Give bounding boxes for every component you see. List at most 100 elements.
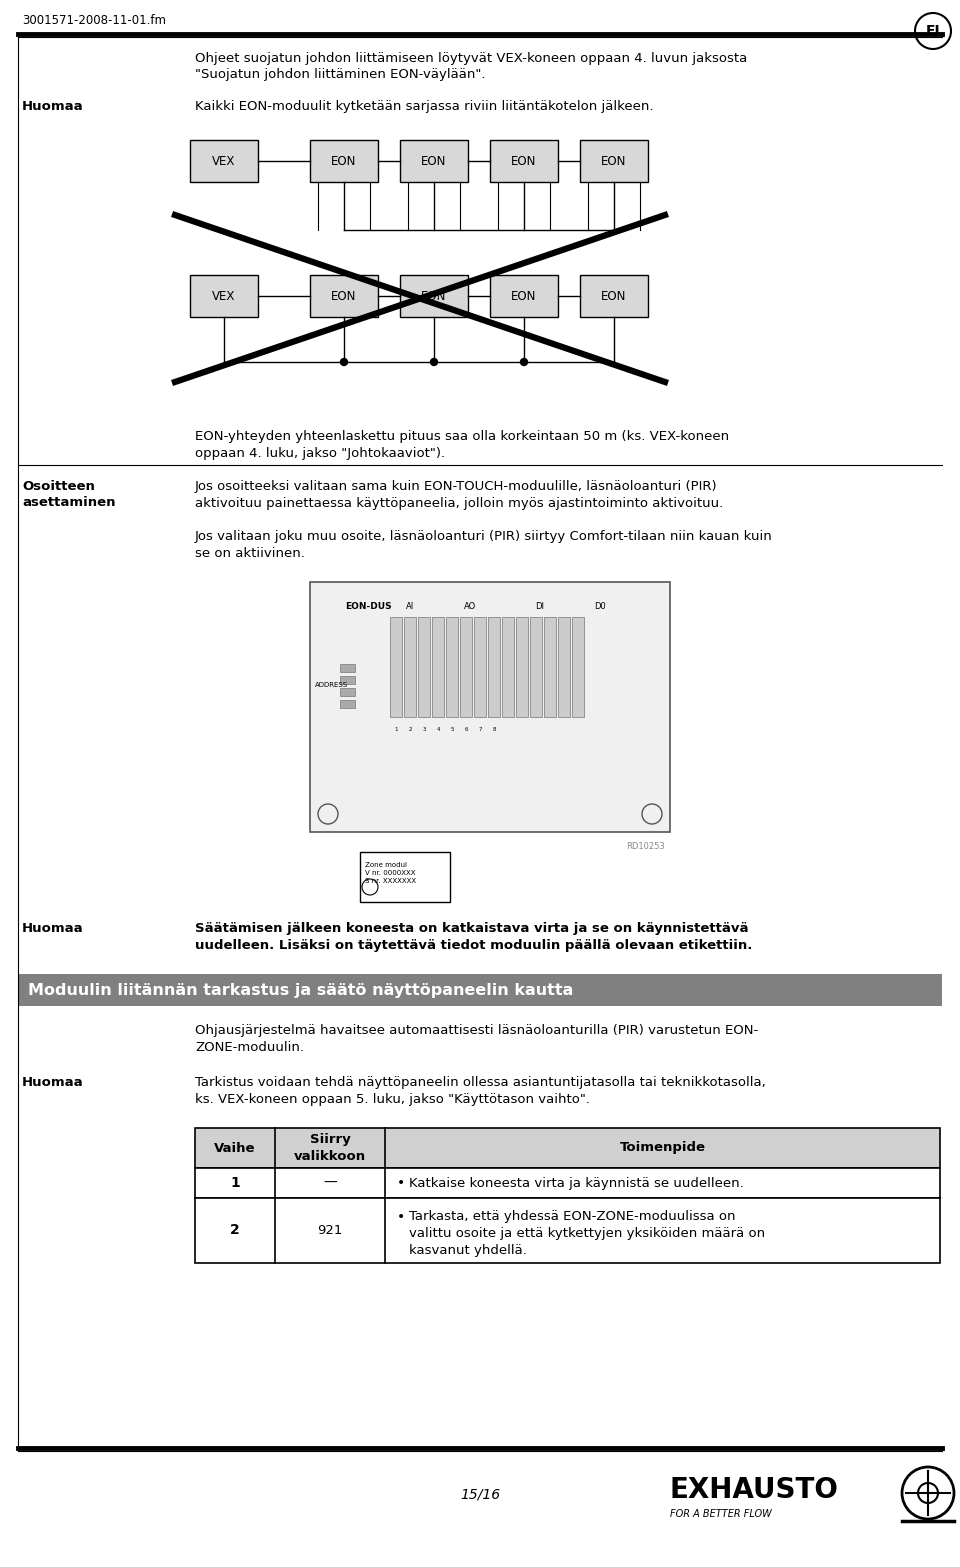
Text: Katkaise koneesta virta ja käynnistä se uudelleen.: Katkaise koneesta virta ja käynnistä se …	[409, 1177, 744, 1189]
Text: Huomaa: Huomaa	[22, 921, 84, 935]
Bar	[432, 617, 444, 718]
Bar	[340, 688, 355, 696]
Circle shape	[341, 359, 348, 365]
Text: Kaikki EON-moduulit kytketään sarjassa riviin liitäntäkotelon jälkeen.: Kaikki EON-moduulit kytketään sarjassa r…	[195, 100, 654, 113]
Text: 7: 7	[478, 727, 482, 732]
Text: Huomaa: Huomaa	[22, 100, 84, 113]
Text: EON: EON	[331, 155, 357, 168]
Text: Osoitteen: Osoitteen	[22, 480, 95, 494]
Bar	[544, 617, 556, 718]
Circle shape	[520, 359, 527, 365]
Text: oppaan 4. luku, jakso "Johtokaaviot").: oppaan 4. luku, jakso "Johtokaaviot").	[195, 447, 445, 461]
Text: DI: DI	[536, 602, 544, 611]
Text: ZONE-moduulin.: ZONE-moduulin.	[195, 1040, 304, 1055]
Text: aktivoituu painettaessa käyttöpaneelia, jolloin myös ajastintoiminto aktivoituu.: aktivoituu painettaessa käyttöpaneelia, …	[195, 497, 723, 509]
Text: 15/16: 15/16	[460, 1489, 500, 1503]
Text: ADDRESS: ADDRESS	[315, 682, 348, 688]
Text: Toimenpide: Toimenpide	[619, 1141, 706, 1155]
Text: EON: EON	[421, 290, 446, 302]
Bar	[446, 617, 458, 718]
Circle shape	[430, 359, 438, 365]
Text: EON: EON	[331, 290, 357, 302]
Bar	[474, 617, 486, 718]
Text: Jos osoitteeksi valitaan sama kuin EON-TOUCH-moduulille, läsnäoloanturi (PIR): Jos osoitteeksi valitaan sama kuin EON-T…	[195, 480, 718, 494]
Text: VEX: VEX	[212, 290, 236, 302]
Text: kasvanut yhdellä.: kasvanut yhdellä.	[409, 1244, 527, 1257]
Bar	[558, 617, 570, 718]
Text: 4: 4	[436, 727, 440, 732]
Text: asettaminen: asettaminen	[22, 497, 115, 509]
Bar	[340, 675, 355, 685]
Text: EON: EON	[601, 155, 627, 168]
Text: EXHAUSTO: EXHAUSTO	[670, 1476, 839, 1504]
Bar	[580, 139, 648, 182]
Bar	[460, 617, 472, 718]
Text: se on aktiivinen.: se on aktiivinen.	[195, 547, 305, 559]
Bar	[580, 274, 648, 317]
Text: •: •	[397, 1175, 405, 1189]
Text: FOR A BETTER FLOW: FOR A BETTER FLOW	[670, 1509, 772, 1518]
Text: VEX: VEX	[212, 155, 236, 168]
Text: AI: AI	[406, 602, 414, 611]
Text: 3: 3	[422, 727, 425, 732]
Text: EON: EON	[421, 155, 446, 168]
Text: EON: EON	[512, 290, 537, 302]
Bar	[490, 139, 558, 182]
Bar	[360, 852, 450, 903]
Text: 921: 921	[318, 1224, 343, 1236]
Bar	[190, 139, 258, 182]
Bar	[490, 274, 558, 317]
Bar	[310, 274, 378, 317]
Bar	[195, 1167, 940, 1199]
Text: EON: EON	[601, 290, 627, 302]
Text: 5: 5	[450, 727, 454, 732]
Bar	[390, 617, 402, 718]
Bar	[18, 975, 942, 1006]
Bar	[404, 617, 416, 718]
Text: ks. VEX-koneen oppaan 5. luku, jakso "Käyttötason vaihto".: ks. VEX-koneen oppaan 5. luku, jakso "Kä…	[195, 1094, 590, 1106]
Bar	[400, 274, 468, 317]
Text: FI: FI	[925, 24, 940, 38]
Text: 6: 6	[465, 727, 468, 732]
Text: uudelleen. Lisäksi on täytettävä tiedot moduulin päällä olevaan etikettiin.: uudelleen. Lisäksi on täytettävä tiedot …	[195, 939, 753, 953]
Text: "Suojatun johdon liittäminen EON-väylään".: "Suojatun johdon liittäminen EON-väylään…	[195, 67, 486, 81]
Text: Ohjausjärjestelmä havaitsee automaattisesti läsnäoloanturilla (PIR) varustetun E: Ohjausjärjestelmä havaitsee automaattise…	[195, 1023, 758, 1037]
Bar	[502, 617, 514, 718]
Text: Ohjeet suojatun johdon liittämiseen löytyvät VEX-koneen oppaan 4. luvun jaksosta: Ohjeet suojatun johdon liittämiseen löyt…	[195, 52, 747, 64]
Text: 2: 2	[408, 727, 412, 732]
Text: Säätämisen jälkeen koneesta on katkaistava virta ja se on käynnistettävä: Säätämisen jälkeen koneesta on katkaista…	[195, 921, 749, 935]
Bar	[195, 1199, 940, 1263]
Bar	[516, 617, 528, 718]
Bar	[572, 617, 584, 718]
Bar	[340, 700, 355, 708]
Text: Zone modul
V nr. 0000XXX
S nr. XXXXXXX: Zone modul V nr. 0000XXX S nr. XXXXXXX	[365, 862, 416, 884]
Text: Tarkasta, että yhdessä EON-ZONE-moduulissa on: Tarkasta, että yhdessä EON-ZONE-moduulis…	[409, 1210, 735, 1222]
Bar	[310, 581, 670, 832]
Text: valittu osoite ja että kytkettyjen yksiköiden määrä on: valittu osoite ja että kytkettyjen yksik…	[409, 1227, 765, 1239]
Text: Jos valitaan joku muu osoite, läsnäoloanturi (PIR) siirtyy Comfort-tilaan niin k: Jos valitaan joku muu osoite, läsnäoloan…	[195, 530, 773, 544]
Text: Vaihe: Vaihe	[214, 1141, 255, 1155]
Text: Tarkistus voidaan tehdä näyttöpaneelin ollessa asiantuntijatasolla tai teknikkot: Tarkistus voidaan tehdä näyttöpaneelin o…	[195, 1077, 766, 1089]
Bar	[190, 274, 258, 317]
Text: 2: 2	[230, 1224, 240, 1238]
Text: Siirry
valikkoon: Siirry valikkoon	[294, 1133, 366, 1163]
Text: •: •	[397, 1210, 405, 1224]
Text: —: —	[324, 1175, 337, 1189]
Text: 1: 1	[230, 1175, 240, 1189]
Bar	[400, 139, 468, 182]
Text: EON: EON	[512, 155, 537, 168]
Text: EON-yhteyden yhteenlaskettu pituus saa olla korkeintaan 50 m (ks. VEX-koneen: EON-yhteyden yhteenlaskettu pituus saa o…	[195, 429, 730, 443]
Bar	[488, 617, 500, 718]
Bar	[530, 617, 542, 718]
Text: 8: 8	[492, 727, 495, 732]
Bar	[340, 664, 355, 672]
Text: 1: 1	[395, 727, 397, 732]
Bar	[310, 139, 378, 182]
Text: D0: D0	[594, 602, 606, 611]
Bar	[418, 617, 430, 718]
Text: 3001571-2008-11-01.fm: 3001571-2008-11-01.fm	[22, 14, 166, 27]
Text: RD10253: RD10253	[626, 841, 665, 851]
Text: AO: AO	[464, 602, 476, 611]
Text: Huomaa: Huomaa	[22, 1077, 84, 1089]
Bar	[195, 1128, 940, 1167]
